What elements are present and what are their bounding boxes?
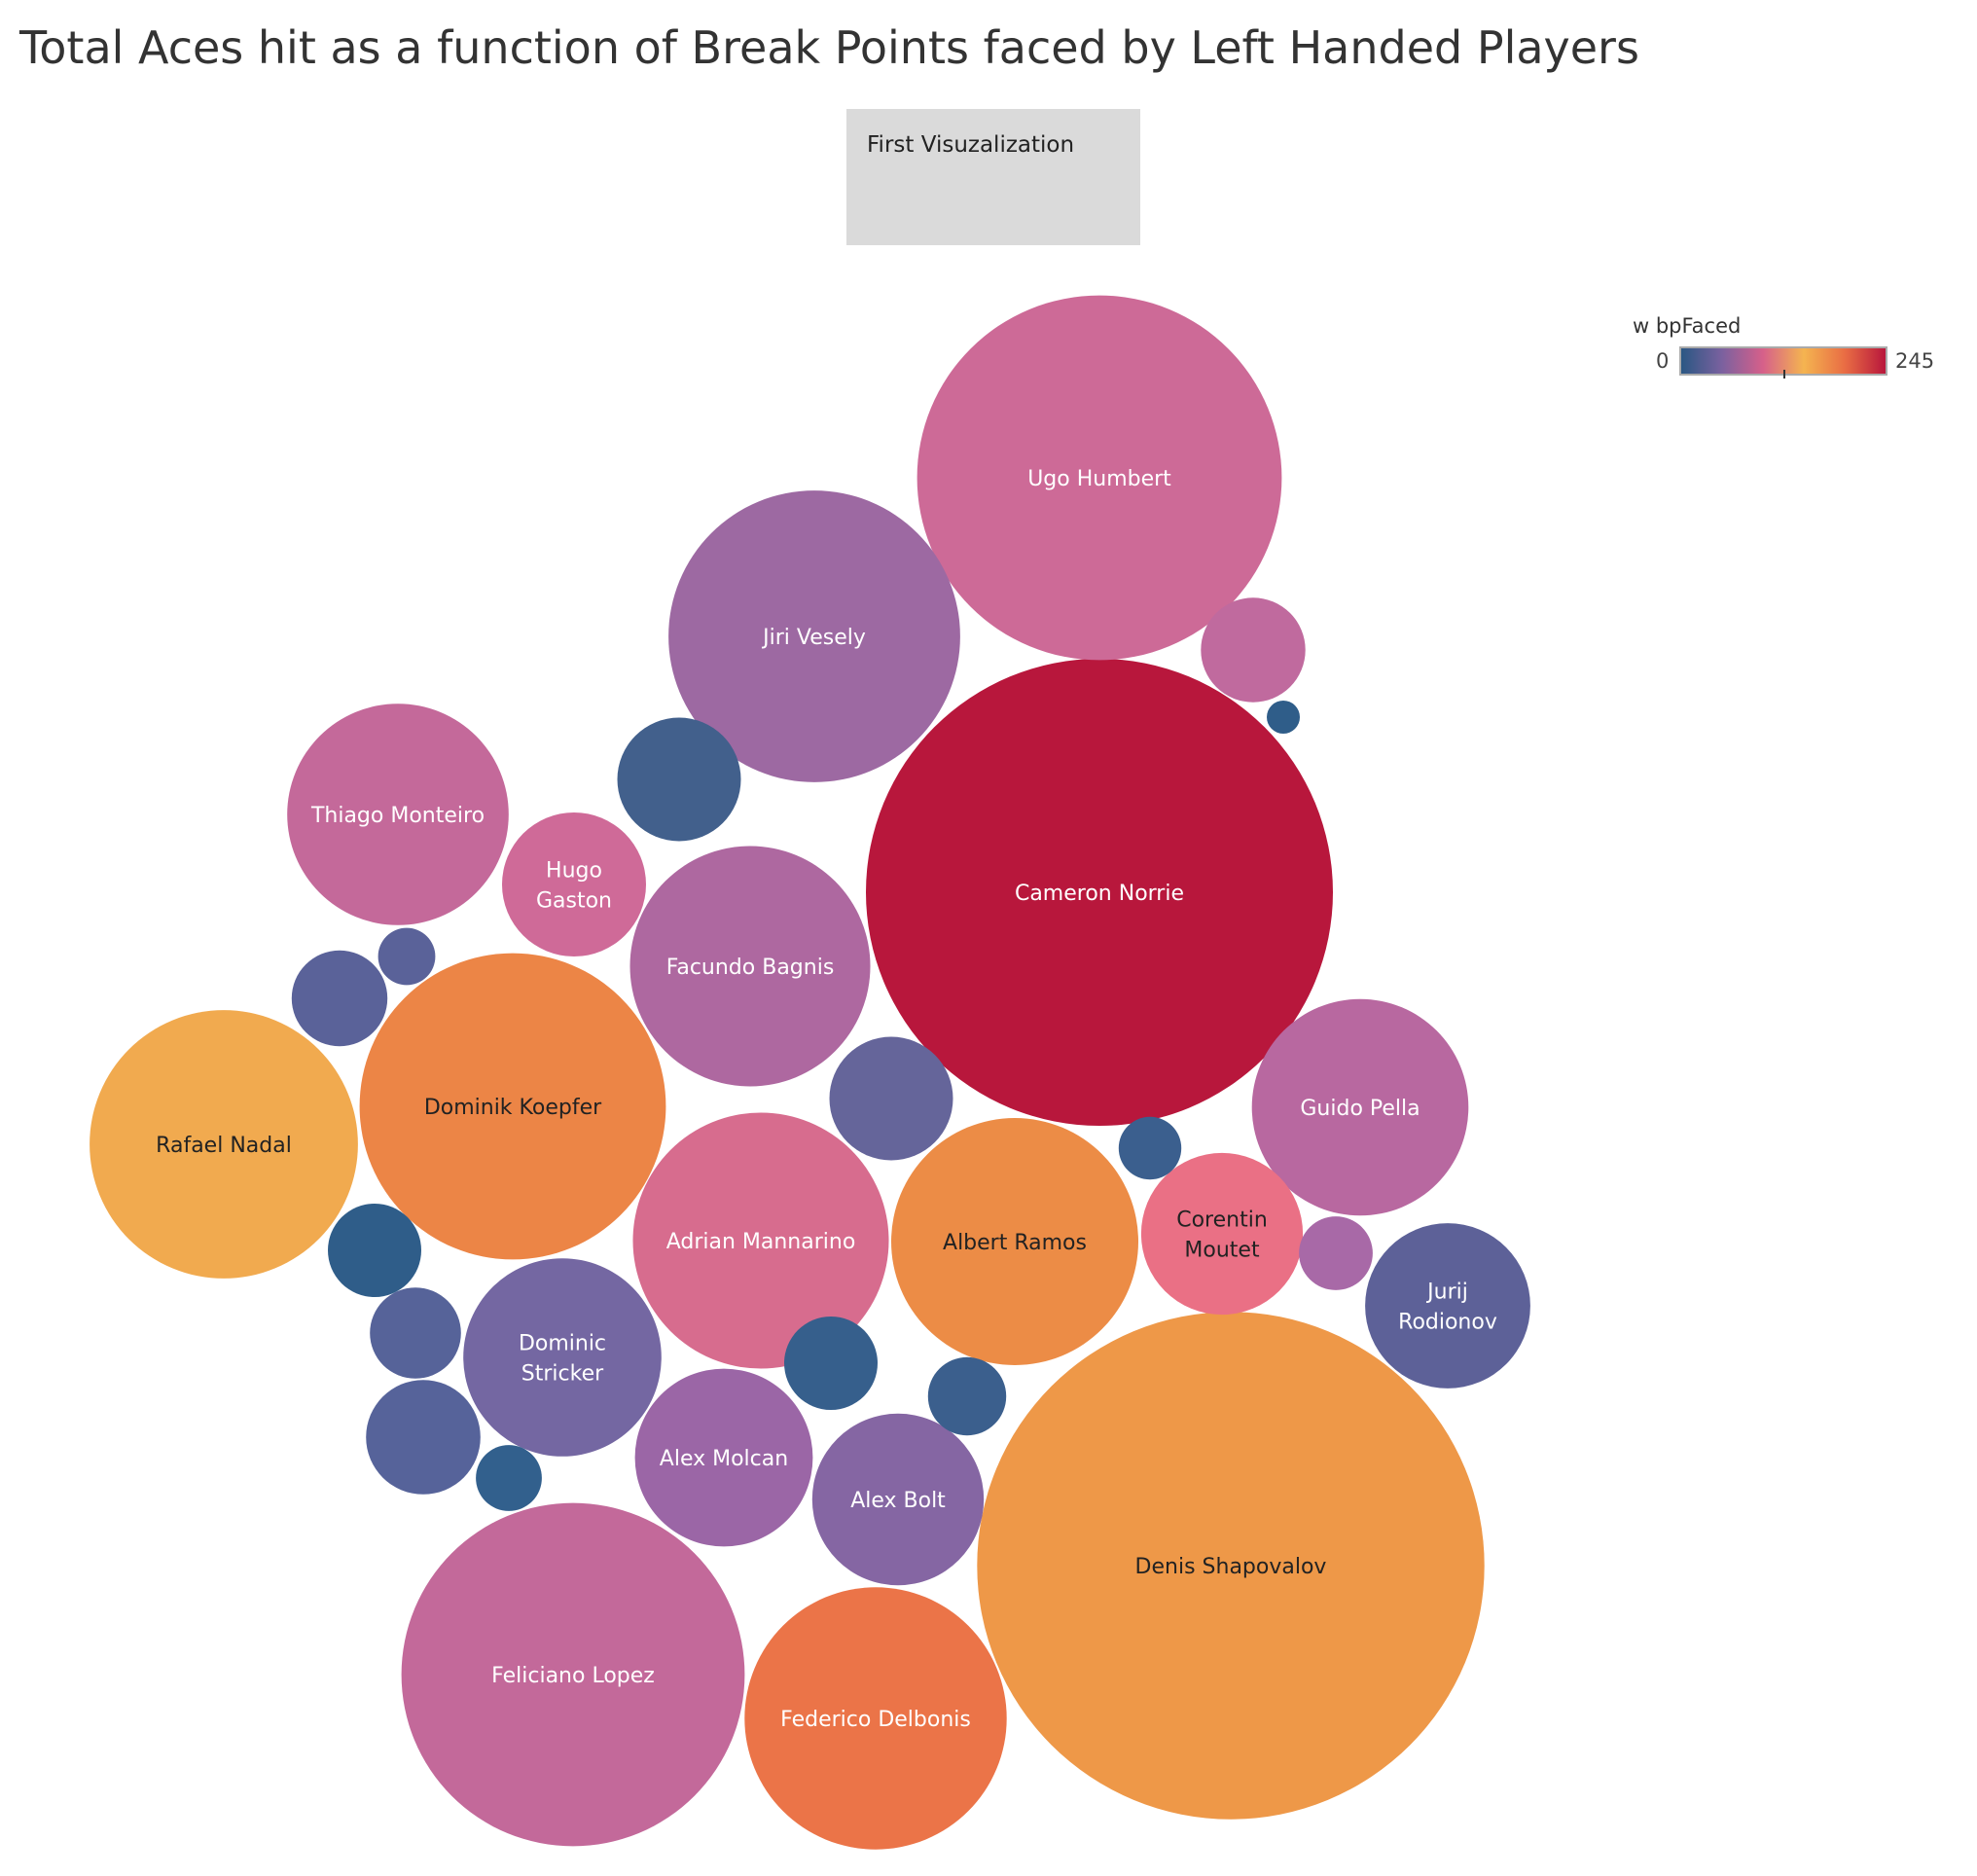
bubble-label: Dominic <box>519 1332 606 1356</box>
bubble-facundo-bagnis[interactable]: Facundo Bagnis <box>629 846 871 1087</box>
bubble-circle[interactable] <box>668 490 960 782</box>
bubble-circle[interactable] <box>463 1258 662 1457</box>
bubble-unlabeled[interactable] <box>1118 1116 1182 1180</box>
legend-tick <box>1783 370 1785 379</box>
bubble-label: Guido Pella <box>1300 1097 1420 1121</box>
bubble-label: Moutet <box>1184 1239 1260 1263</box>
bubble-unlabeled[interactable] <box>617 717 741 842</box>
bubble-label: Denis Shapovalov <box>1135 1555 1327 1579</box>
bubble-denis-shapovalov[interactable]: Denis Shapovalov <box>977 1312 1485 1820</box>
bubble-circle[interactable] <box>927 1356 1007 1436</box>
bubble-circle[interactable] <box>891 1118 1138 1365</box>
bubble-unlabeled[interactable] <box>1267 701 1300 734</box>
bubble-thiago-monteiro[interactable]: Thiago Monteiro <box>287 704 509 925</box>
bubble-label: Alex Bolt <box>850 1489 946 1513</box>
chart-title: Total Aces hit as a function of Break Po… <box>19 21 1639 74</box>
bubble-label: Jurij <box>1425 1281 1468 1305</box>
bubble-unlabeled[interactable] <box>476 1445 542 1511</box>
bubble-federico-delbonis[interactable]: Federico Delbonis <box>744 1587 1007 1850</box>
first-visualization-box[interactable]: First Visuzalization <box>846 109 1140 245</box>
bubble-circle[interactable] <box>634 1368 813 1547</box>
bubble-circle[interactable] <box>1118 1116 1182 1180</box>
bubble-label: Ugo Humbert <box>1027 467 1171 491</box>
bubble-unlabeled[interactable] <box>829 1036 953 1161</box>
bubble-label: Rafael Nadal <box>156 1134 292 1158</box>
bubble-circle[interactable] <box>811 1413 985 1586</box>
bubble-circle[interactable] <box>1140 1152 1304 1316</box>
bubble-label: Jiri Vesely <box>761 626 866 650</box>
bubble-circle[interactable] <box>401 1502 745 1847</box>
bubble-label: Cameron Norrie <box>1015 882 1184 906</box>
bubble-unlabeled[interactable] <box>377 927 436 986</box>
bubble-corentin-moutet[interactable]: Corentin Moutet <box>1140 1152 1304 1316</box>
bubble-label: Federico Delbonis <box>780 1708 971 1732</box>
bubble-cameron-norrie[interactable]: Cameron Norrie <box>866 659 1333 1126</box>
bubble-circle[interactable] <box>829 1036 953 1161</box>
legend-max-label: 245 <box>1895 349 1935 373</box>
bubble-unlabeled[interactable] <box>1201 597 1306 703</box>
legend-min-label: 0 <box>1656 349 1670 373</box>
bubble-dominic-stricker[interactable]: Dominic Stricker <box>463 1258 662 1457</box>
bubble-label: Alex Molcan <box>660 1447 788 1471</box>
bubble-circle[interactable] <box>377 927 436 986</box>
bubble-circle[interactable] <box>977 1312 1485 1820</box>
bubble-adrian-mannarino[interactable]: Adrian Mannarino <box>632 1112 889 1369</box>
bubble-label: Adrian Mannarino <box>666 1230 856 1254</box>
bubble-label: Feliciano Lopez <box>491 1664 655 1688</box>
legend-title: w bpFaced <box>1633 314 1742 338</box>
bubble-circle[interactable] <box>287 704 509 925</box>
bubble-circle[interactable] <box>1251 998 1469 1216</box>
bubble-jurij-rodionov[interactable]: Jurij Rodionov <box>1365 1223 1530 1389</box>
bubble-unlabeled[interactable] <box>370 1287 461 1379</box>
bubble-circle[interactable] <box>617 717 741 842</box>
bubble-circle[interactable] <box>1299 1216 1373 1290</box>
bubble-unlabeled[interactable] <box>328 1204 421 1297</box>
bubble-ugo-humbert[interactable]: Ugo Humbert <box>917 295 1282 661</box>
bubble-circle[interactable] <box>90 1010 358 1279</box>
bubble-feliciano-lopez[interactable]: Feliciano Lopez <box>401 1502 745 1847</box>
bubble-label: Gaston <box>536 889 612 914</box>
bubble-guido-pella[interactable]: Guido Pella <box>1251 998 1469 1216</box>
bubble-unlabeled[interactable] <box>784 1317 878 1410</box>
bubble-circle[interactable] <box>866 659 1333 1126</box>
bubble-rafael-nadal[interactable]: Rafael Nadal <box>90 1010 358 1279</box>
bubble-circle[interactable] <box>632 1112 889 1369</box>
bubble-circle[interactable] <box>502 812 646 956</box>
first-visualization-label: First Visuzalization <box>867 132 1075 158</box>
bubble-circle[interactable] <box>629 846 871 1087</box>
bubble-jiri-vesely[interactable]: Jiri Vesely <box>668 490 960 782</box>
bubble-unlabeled[interactable] <box>291 950 388 1047</box>
bubble-circle[interactable] <box>1201 597 1306 703</box>
bubble-albert-ramos[interactable]: Albert Ramos <box>891 1118 1138 1365</box>
bubble-hugo-gaston[interactable]: Hugo Gaston <box>502 812 646 956</box>
bubble-label: Albert Ramos <box>943 1231 1087 1255</box>
bubble-label: Stricker <box>521 1362 604 1387</box>
bubble-circle[interactable] <box>1267 701 1300 734</box>
bubble-label: Corentin <box>1176 1209 1268 1233</box>
bubble-circle[interactable] <box>476 1445 542 1511</box>
bubble-circle[interactable] <box>370 1287 461 1379</box>
bubble-label: Facundo Bagnis <box>666 956 835 980</box>
bubble-circle[interactable] <box>744 1587 1007 1850</box>
bubble-unlabeled[interactable] <box>366 1380 481 1495</box>
bubble-unlabeled[interactable] <box>927 1356 1007 1436</box>
bubble-unlabeled[interactable] <box>1299 1216 1373 1290</box>
bubble-circle[interactable] <box>291 950 388 1047</box>
bubble-label: Dominik Koepfer <box>424 1096 602 1120</box>
bubble-label: Thiago Monteiro <box>310 804 485 828</box>
bubble-circle[interactable] <box>784 1317 878 1410</box>
bubble-circle[interactable] <box>917 295 1282 661</box>
bubble-label: Rodionov <box>1398 1311 1497 1335</box>
bubble-circle[interactable] <box>1365 1223 1530 1389</box>
bubble-circle[interactable] <box>366 1380 481 1495</box>
bubble-circle[interactable] <box>359 953 666 1260</box>
bubble-alex-bolt[interactable]: Alex Bolt <box>811 1413 985 1586</box>
bubble-dominik-koepfer[interactable]: Dominik Koepfer <box>359 953 666 1260</box>
bubble-alex-molcan[interactable]: Alex Molcan <box>634 1368 813 1547</box>
bubble-label: Hugo <box>546 859 602 884</box>
bubble-circle[interactable] <box>328 1204 421 1297</box>
